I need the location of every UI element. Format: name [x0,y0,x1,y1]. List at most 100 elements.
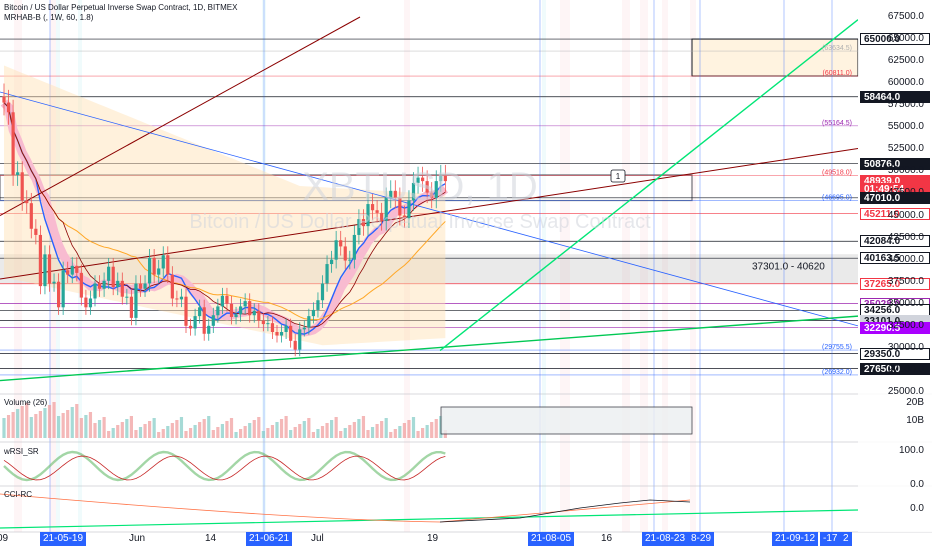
wrsi-signal-line [3,455,446,481]
background-band [14,0,22,532]
candle-body [207,325,211,334]
time-label: 09 [0,533,9,544]
candle-body [234,314,238,317]
candle-body [170,274,174,299]
time-label: 2 [840,532,852,546]
ma-fast-line [3,102,446,335]
chart-title: Bitcoin / US Dollar Perpetual Inverse Sw… [4,3,238,12]
candle-body [143,283,147,289]
volume-bar [166,426,170,438]
candle-body [439,175,443,182]
candle-body [402,215,406,219]
candle-body [75,265,79,273]
wrsi-line [3,450,446,482]
price-tick: 37500.0 [887,275,924,287]
ma-slow-line [3,102,446,321]
volume-bar [29,417,33,438]
volume-bar [252,420,256,438]
candle-body [6,102,11,113]
consolidation-box [0,174,693,202]
volume-bar [261,431,265,438]
volume-bar [120,422,124,438]
volume-bar [202,419,206,438]
price-tick: 47500.0 [887,187,924,199]
candle-body [179,296,184,300]
fib-label: (63634.5) [822,45,852,52]
candle-body [411,182,416,201]
volume-bar [366,430,370,438]
candle-body [279,332,284,336]
volume-bar [52,402,56,438]
candle-body [220,295,224,307]
candle-body [152,257,156,275]
indicator-tick: 0.0 [910,503,924,514]
candle-body [16,172,20,175]
candle-body [293,340,297,350]
price-tick: 62500.0 [887,55,924,67]
volume-bar [352,422,356,438]
time-label: Jun [129,533,146,544]
background-band [404,0,410,532]
volume-bar [339,431,343,438]
volume-bar [34,414,38,438]
volume-bar [411,417,416,438]
volume-bar [152,418,156,438]
background-band [78,0,82,532]
candle-body [352,234,356,260]
watermark-description: Bitcoin / US Dollar Perpetual Inverse Sw… [189,211,651,233]
candle-body [298,329,302,350]
price-tick: 25000.0 [887,386,924,397]
candle-body [34,228,38,235]
candle-body [107,266,111,281]
volume-bar [316,429,320,438]
callout-text: 1 [616,172,621,181]
time-label: 21-05-19 [40,532,87,546]
candle-body [334,240,338,260]
volume-bar [79,418,83,438]
volume-bar [102,417,106,438]
fib-label: (29755.5) [822,344,852,351]
price-label: 32290.5 [860,321,930,334]
candle-body [11,112,15,175]
volume-bar [370,427,375,438]
background-band [622,0,630,532]
target-box [691,38,859,77]
trendline [0,16,361,216]
volume-bar [270,425,275,438]
price-label: 50876.0 [860,157,930,170]
candles [2,83,447,357]
price-label: 37265.0 [860,277,930,290]
candle-body [79,272,83,298]
volume-bar [116,425,120,438]
volume-bar [161,429,165,438]
volume-bar [380,421,384,438]
ma-mid-line [3,102,446,328]
candle-body [284,325,288,332]
candle-body [252,310,256,316]
volume-bar [320,426,325,438]
volume-bar [184,431,188,438]
candle-body [389,190,393,198]
candle-body [166,255,170,275]
background-band [560,0,570,532]
volume-bar [125,419,129,438]
volume-bar [11,412,15,438]
candle-body [116,280,120,287]
candle-body [225,295,229,304]
time-label: 21-09-12 [772,532,819,546]
volume-bar [107,431,111,438]
candle-body [84,297,88,308]
volume-bar [211,430,215,438]
volume-bar [402,423,406,438]
volume-bar [175,420,179,438]
volume-bar [293,427,297,438]
volume-bar [193,425,197,438]
price-tick: 67500.0 [887,11,924,22]
volume-bar [225,421,229,438]
volume-bar [25,403,29,438]
trendline [0,147,859,280]
candle-body [129,296,133,318]
candle-body [384,197,388,221]
volume-bar [279,419,284,438]
